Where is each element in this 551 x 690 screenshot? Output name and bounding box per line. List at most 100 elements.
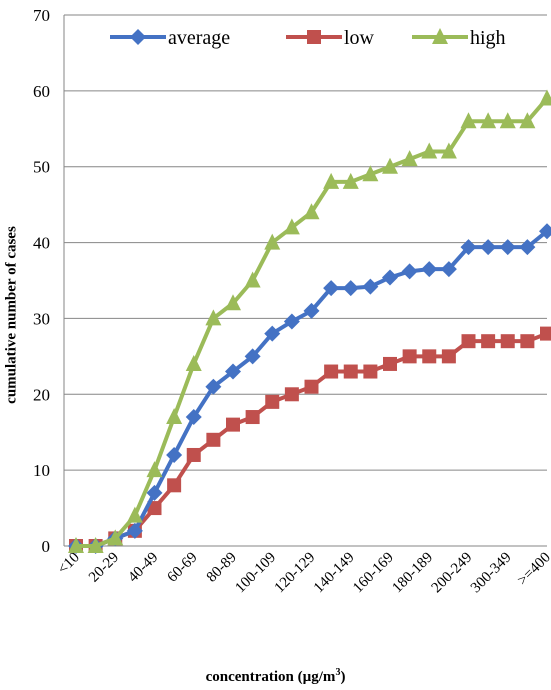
data-point-high: [382, 157, 398, 174]
legend-label-average: average: [168, 27, 230, 49]
x-tick-label: 80-89: [204, 550, 240, 586]
data-point-average: [440, 261, 457, 278]
y-tick-label: 60: [33, 82, 50, 101]
legend-label-low: low: [344, 27, 375, 49]
y-axis-label: cumulative number of cases: [3, 226, 20, 404]
x-tick-label: 60-69: [165, 550, 201, 586]
data-point-average: [283, 313, 300, 330]
data-point-high: [107, 529, 124, 546]
x-tick-label: 20-29: [86, 550, 122, 586]
data-point-average: [342, 280, 359, 297]
y-tick-label: 70: [33, 6, 50, 25]
data-point-average: [382, 269, 398, 286]
data-point-low: [402, 349, 417, 364]
data-point-average: [244, 348, 261, 365]
x-tick-label: 300-349: [468, 550, 515, 597]
x-tick-label: 160-169: [350, 550, 397, 597]
data-point-low: [343, 364, 358, 379]
y-tick-label: 30: [33, 309, 50, 328]
legend-marker-high: [432, 28, 448, 44]
data-point-low: [186, 447, 201, 462]
data-point-high: [264, 233, 281, 250]
x-tick-label: 100-109: [232, 550, 279, 597]
x-axis-label: concentration (µg/m3): [0, 667, 551, 686]
data-point-high: [539, 89, 551, 106]
data-point-high: [440, 142, 457, 159]
data-point-high: [362, 165, 379, 182]
data-point-average: [126, 522, 143, 539]
data-point-low: [147, 501, 162, 516]
data-point-high: [480, 112, 497, 129]
data-point-low: [265, 394, 280, 409]
x-tick-label: <10: [55, 550, 83, 578]
x-axis-label-text: concentration (µg/m: [205, 669, 336, 685]
data-point-high: [244, 271, 261, 288]
data-point-low: [363, 364, 378, 379]
y-tick-label: 50: [33, 158, 50, 177]
data-point-low: [324, 364, 339, 379]
data-point-average: [166, 446, 183, 463]
data-point-average: [264, 325, 281, 342]
data-point-average: [401, 263, 418, 280]
data-point-average: [519, 239, 536, 256]
data-point-high: [499, 112, 516, 129]
y-tick-label: 0: [42, 537, 51, 556]
data-point-average: [539, 223, 551, 240]
data-point-low: [461, 334, 476, 349]
data-point-average: [205, 378, 222, 395]
data-point-high: [519, 112, 536, 129]
data-point-high: [303, 203, 320, 220]
data-point-average: [185, 409, 202, 426]
y-tick-label: 10: [33, 461, 50, 480]
data-point-high: [460, 112, 477, 129]
x-tick-label: 40-49: [125, 550, 161, 586]
data-point-high: [283, 218, 300, 235]
data-point-average: [460, 239, 477, 256]
x-tick-label: 200-249: [429, 550, 476, 597]
y-axis-label-wrap: cumulative number of cases: [2, 150, 22, 480]
data-point-low: [540, 326, 551, 341]
data-point-high: [166, 408, 183, 425]
data-point-low: [383, 356, 397, 371]
data-point-high: [205, 309, 222, 326]
data-point-high: [68, 537, 84, 553]
x-axis-label-close: ): [340, 669, 346, 685]
data-point-average: [499, 239, 516, 256]
data-point-low: [441, 349, 456, 364]
data-point-low: [206, 432, 221, 447]
data-point-average: [480, 239, 497, 256]
x-tick-label: 140-149: [311, 550, 358, 597]
data-point-high: [225, 294, 241, 311]
data-point-low: [520, 334, 535, 349]
data-point-high: [126, 506, 143, 523]
x-tick-label: 120-129: [272, 550, 319, 597]
data-point-low: [500, 334, 515, 349]
data-point-average: [303, 302, 320, 319]
data-point-low: [167, 478, 182, 493]
data-point-average: [225, 363, 241, 380]
data-point-high: [185, 354, 202, 371]
legend-marker-low: [307, 30, 321, 44]
legend-marker-average: [130, 29, 146, 45]
series-line-high: [76, 97, 549, 548]
data-point-average: [323, 280, 340, 297]
y-tick-label: 20: [33, 385, 50, 404]
data-point-high: [401, 150, 418, 167]
data-point-low: [226, 417, 240, 432]
data-point-average: [421, 261, 438, 278]
data-point-high: [342, 172, 359, 189]
x-axis-label-superscript: 3: [335, 667, 341, 678]
x-tick-label: 180-189: [389, 550, 436, 597]
data-point-low: [245, 410, 260, 425]
data-point-low: [304, 379, 319, 394]
data-point-low: [284, 387, 299, 402]
data-point-high: [421, 142, 438, 159]
legend-label-high: high: [470, 27, 506, 49]
data-point-high: [323, 172, 340, 189]
series-line-low: [76, 331, 548, 548]
data-point-average: [362, 278, 379, 295]
data-point-low: [481, 334, 496, 349]
data-point-average: [146, 484, 163, 501]
y-tick-label: 40: [33, 234, 50, 253]
